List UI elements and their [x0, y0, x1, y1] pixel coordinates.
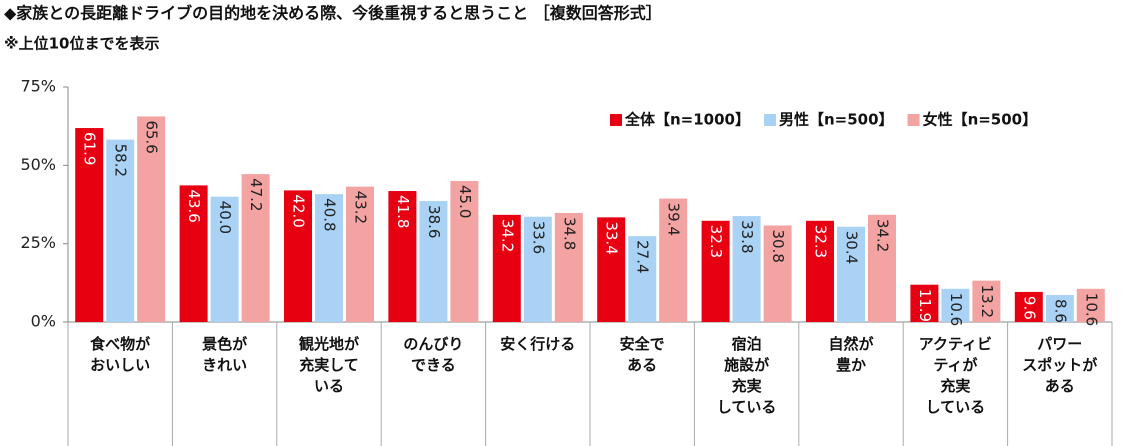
- x-tick-label: 安く行ける: [500, 335, 576, 353]
- value-label: 38.6: [425, 205, 443, 238]
- x-tick-label: のんびり できる: [403, 335, 464, 374]
- y-tick-label: 0%: [31, 312, 56, 331]
- bar: [210, 196, 239, 322]
- bar: [346, 186, 374, 322]
- value-label: 34.2: [498, 219, 516, 252]
- bar: [910, 284, 939, 322]
- legend-swatch: [610, 114, 622, 126]
- bar: [492, 214, 521, 322]
- bar: [701, 220, 730, 322]
- x-tick-label: 景色が きれい: [202, 335, 248, 374]
- bar: [659, 198, 688, 322]
- bar: [806, 220, 834, 322]
- x-tick-label: パワー スポットが ある: [1022, 335, 1098, 395]
- value-label: 43.2: [352, 191, 370, 224]
- value-label: 39.4: [665, 203, 683, 236]
- bar: [179, 185, 208, 322]
- value-label: 40.0: [216, 201, 234, 234]
- value-label: 32.3: [707, 225, 725, 258]
- value-label: 58.2: [112, 144, 130, 177]
- bar: [315, 194, 343, 322]
- bar: [732, 216, 761, 322]
- bar: [868, 214, 896, 322]
- bar: [1014, 291, 1043, 322]
- chart-subtitle: ※上位10位までを表示: [4, 35, 159, 53]
- x-tick-label: 安全で ある: [619, 335, 665, 374]
- bar: [137, 116, 166, 322]
- bar: [388, 191, 417, 322]
- value-label: 47.2: [247, 178, 265, 211]
- value-label: 40.8: [321, 198, 339, 231]
- y-tick-label: 50%: [20, 155, 56, 174]
- value-label: 10.6: [947, 293, 965, 326]
- value-label: 9.6: [1020, 296, 1038, 320]
- value-label: 61.9: [81, 132, 99, 165]
- value-label: 41.8: [394, 195, 412, 228]
- x-tick-label: 自然が 豊か: [828, 335, 874, 374]
- value-label: 34.2: [874, 219, 892, 252]
- bar: [972, 280, 1001, 322]
- bar: [241, 174, 270, 322]
- bar: [523, 216, 552, 322]
- chart-title: ◆家族との長距離ドライブの目的地を決める際、今後重視すると思うこと ［複数回答形…: [4, 4, 662, 23]
- bar: [597, 217, 626, 322]
- value-label: 27.4: [634, 240, 652, 273]
- bar: [941, 288, 970, 322]
- value-label: 65.6: [143, 120, 161, 153]
- value-label: 11.9: [916, 289, 934, 322]
- value-label: 13.2: [978, 285, 996, 318]
- bar: [1076, 288, 1105, 322]
- bar: [419, 201, 448, 322]
- value-label: 32.3: [812, 225, 830, 258]
- value-label: 30.8: [769, 229, 787, 262]
- value-label: 42.0: [290, 194, 308, 227]
- bar: [763, 225, 792, 322]
- x-tick-label: 宿泊 施設が 充実 している: [716, 335, 777, 416]
- legend-label: 女性【n=500】: [923, 111, 1038, 129]
- value-label: 33.4: [603, 221, 621, 254]
- bar: [450, 181, 479, 322]
- x-tick-label: 食べ物が おいしい: [90, 335, 151, 374]
- legend-label: 男性【n=500】: [779, 111, 894, 129]
- legend-swatch: [907, 114, 920, 126]
- value-label: 33.6: [529, 221, 547, 254]
- value-label: 34.8: [560, 217, 578, 250]
- bar: [554, 212, 583, 322]
- x-tick-label: 観光地が 充実して いる: [298, 335, 359, 395]
- value-label: 45.0: [456, 185, 474, 218]
- y-tick-label: 75%: [20, 77, 56, 96]
- bar: [837, 226, 865, 322]
- bar: [75, 128, 104, 322]
- x-tick-label: アクティビ ティが 充実 している: [918, 335, 993, 416]
- value-label: 30.4: [843, 231, 861, 264]
- y-tick-label: 25%: [20, 233, 56, 252]
- bar: [284, 190, 312, 322]
- legend-label: 全体【n=1000】: [624, 111, 750, 129]
- value-label: 8.6: [1051, 299, 1069, 323]
- bar: [106, 139, 135, 322]
- value-label: 33.8: [738, 220, 756, 253]
- bar: [628, 236, 657, 322]
- bar: [1045, 295, 1074, 322]
- legend-swatch: [764, 114, 776, 126]
- value-label: 10.6: [1082, 293, 1100, 326]
- value-label: 43.6: [185, 189, 203, 222]
